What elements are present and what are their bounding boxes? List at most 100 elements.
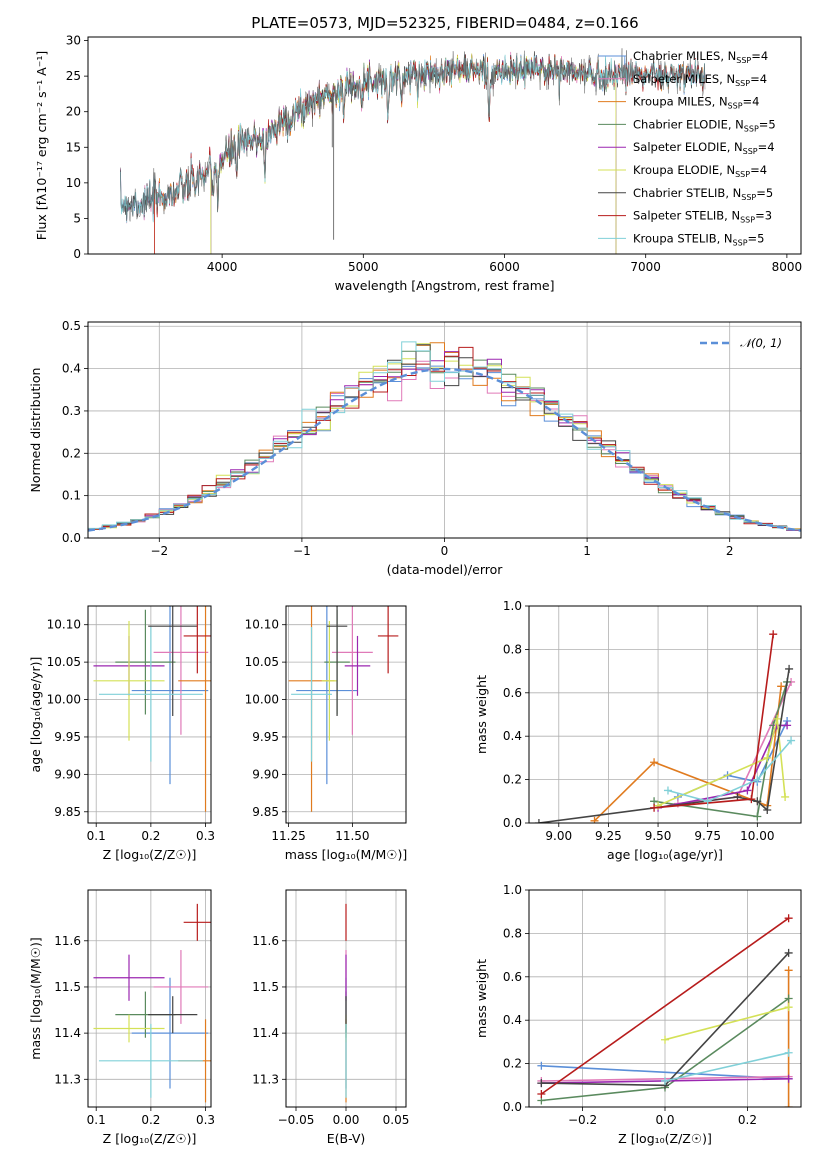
errorbar-point-0 — [296, 606, 358, 785]
errorbar-point-0 — [131, 977, 209, 1089]
plot-area — [288, 606, 399, 812]
y-tick-label: 11.3 — [54, 1072, 81, 1086]
legend-entry: Salpeter MILES, NSSP=4 — [633, 72, 767, 88]
plus-marker — [590, 816, 599, 823]
axes-frame — [87, 321, 802, 539]
errorbar-point-4 — [344, 635, 371, 696]
plus-marker — [769, 630, 778, 639]
x-tick-label: 0.2 — [738, 1113, 757, 1127]
y-tick-label: 11.5 — [252, 980, 279, 994]
x-tick-label: 11.25 — [271, 829, 305, 843]
errorbar-point-6 — [148, 606, 198, 716]
y-axis-label: mass weight — [474, 675, 489, 754]
x-axis-label: wavelength [Angstrom, rest frame] — [334, 278, 554, 293]
axes-frame — [528, 889, 802, 1108]
x-tick-label: 4000 — [207, 260, 238, 274]
y-axis-label: Flux [fλ10⁻¹⁷ erg cm⁻² s⁻¹ A⁻¹] — [34, 51, 49, 240]
y-tick-label: 0.6 — [503, 970, 522, 984]
panel-mass_vs_ebv: −0.05 0.00 0.05 11.3 11.4 11.5 11.6 E(B-V) — [252, 889, 410, 1146]
axes-frame — [87, 889, 212, 1108]
x-tick-label: 0.0 — [655, 1113, 674, 1127]
y-axis-label: age [log₁₀(age/yr)] — [28, 657, 43, 773]
plus-marker — [534, 819, 543, 823]
errorbar-point-4 — [93, 954, 165, 1001]
x-tick-label: 0.3 — [196, 1113, 215, 1127]
x-axis-label: Z [log₁₀(Z/Z☉)] — [618, 1131, 712, 1146]
legend-entry: Salpeter ELODIE, NSSP=4 — [633, 140, 775, 156]
plus-marker — [784, 948, 793, 957]
y-tick-label: 0 — [73, 247, 81, 261]
y-tick-label: 10.10 — [245, 618, 279, 632]
x-tick-label: −1 — [293, 544, 311, 558]
y-tick-label: 20 — [66, 105, 81, 119]
plot-area — [537, 914, 793, 1107]
y-tick-label: 5 — [73, 211, 81, 225]
legend-entry: Chabrier ELODIE, NSSP=5 — [633, 117, 776, 133]
spectrum-data-line — [120, 48, 706, 222]
plot-area — [534, 630, 796, 823]
y-tick-label: 0.0 — [62, 531, 81, 545]
panel-mass_vs_Z: 0.1 0.2 0.3 11.3 11.4 11.5 11.6 Z [log₁₀(Z/Z☉)]… — [28, 889, 215, 1146]
errorbar-point-8 — [291, 626, 332, 762]
errorbar-point-0 — [131, 606, 209, 785]
y-tick-label: 11.4 — [54, 1026, 81, 1040]
plot-area — [88, 341, 801, 532]
x-tick-label: 9.00 — [545, 829, 572, 843]
x-axis-label: mass [log₁₀(M/M☉)] — [285, 847, 407, 862]
x-axis-label: Z [log₁₀(Z/Z☉)] — [103, 847, 197, 862]
plus-marker — [743, 786, 752, 795]
y-tick-label: 10.00 — [245, 693, 279, 707]
legend-entry: 𝒩(0, 1) — [740, 336, 782, 350]
x-tick-label: 1 — [583, 544, 591, 558]
x-axis-label: (data-model)/error — [387, 562, 504, 577]
plus-marker — [777, 682, 786, 691]
plus-marker — [784, 914, 793, 923]
x-tick-label: 5000 — [348, 260, 379, 274]
x-tick-label: 0.1 — [87, 1113, 106, 1127]
legend-entry: Salpeter STELIB, NSSP=3 — [633, 209, 772, 225]
y-tick-label: 0.5 — [62, 319, 81, 333]
plus-marker — [663, 786, 672, 795]
y-tick-label: 1.0 — [503, 883, 522, 897]
x-tick-label: 9.25 — [595, 829, 622, 843]
panel-mass_weight_vs_Z: −0.2 0.0 0.2 0.0 0.2 0.4 0.6 0.8 1.0 Z [log₁₀(Z/Z… — [474, 883, 802, 1146]
plus-marker — [781, 792, 790, 801]
y-tick-label: 0.0 — [503, 1100, 522, 1114]
plus-marker — [753, 812, 762, 821]
y-tick-label: 9.95 — [54, 730, 81, 744]
y-tick-label: 0.4 — [62, 362, 81, 376]
errorbar-point-5 — [93, 1014, 165, 1043]
x-axis-label: E(B-V) — [327, 1131, 366, 1146]
y-tick-label: 10.00 — [47, 693, 81, 707]
errorbar-point-6 — [326, 606, 348, 716]
mass-weight-line-8 — [664, 1052, 789, 1082]
x-tick-label: −0.05 — [278, 1113, 315, 1127]
x-tick-label: 0.05 — [383, 1113, 410, 1127]
errorbar-point-2 — [178, 606, 211, 812]
y-tick-label: 0.2 — [503, 1057, 522, 1071]
panel-spectrum: 4000 5000 6000 7000 8000 0 5 10 15 20 25 30 waveleng… — [34, 34, 802, 293]
y-tick-label: 9.85 — [252, 805, 279, 819]
y-tick-label: 10.05 — [47, 655, 81, 669]
y-tick-label: 10.05 — [245, 655, 279, 669]
plus-marker — [537, 1089, 546, 1098]
plus-marker — [784, 1048, 793, 1057]
y-tick-label: 30 — [66, 34, 81, 48]
plus-marker — [763, 805, 772, 814]
errorbar-point-5 — [321, 620, 338, 741]
errorbar-point-5 — [93, 620, 165, 741]
panel-mass_weight_vs_age: 9.00 9.25 9.50 9.75 10.00 0.0 0.2 0.4 0.6 0.8 1.0 a… — [474, 599, 802, 862]
plus-marker — [784, 994, 793, 1003]
y-tick-label: 11.5 — [54, 980, 81, 994]
x-tick-label: 9.75 — [694, 829, 721, 843]
mass-weight-line-5 — [657, 718, 786, 807]
panel-age_vs_mass: 11.25 11.50 9.85 9.90 9.95 10.00 10.05 10.10 mas… — [245, 605, 407, 862]
plus-marker — [537, 1079, 546, 1088]
plus-marker — [661, 1035, 669, 1044]
y-axis-label: Normed distribution — [28, 368, 43, 493]
plot-area — [120, 48, 706, 254]
plus-marker — [747, 795, 756, 804]
y-axis-label: mass [log₁₀(M/M☉)] — [28, 937, 43, 1059]
x-tick-label: 2 — [726, 544, 734, 558]
normal-reference-curve — [88, 367, 801, 532]
